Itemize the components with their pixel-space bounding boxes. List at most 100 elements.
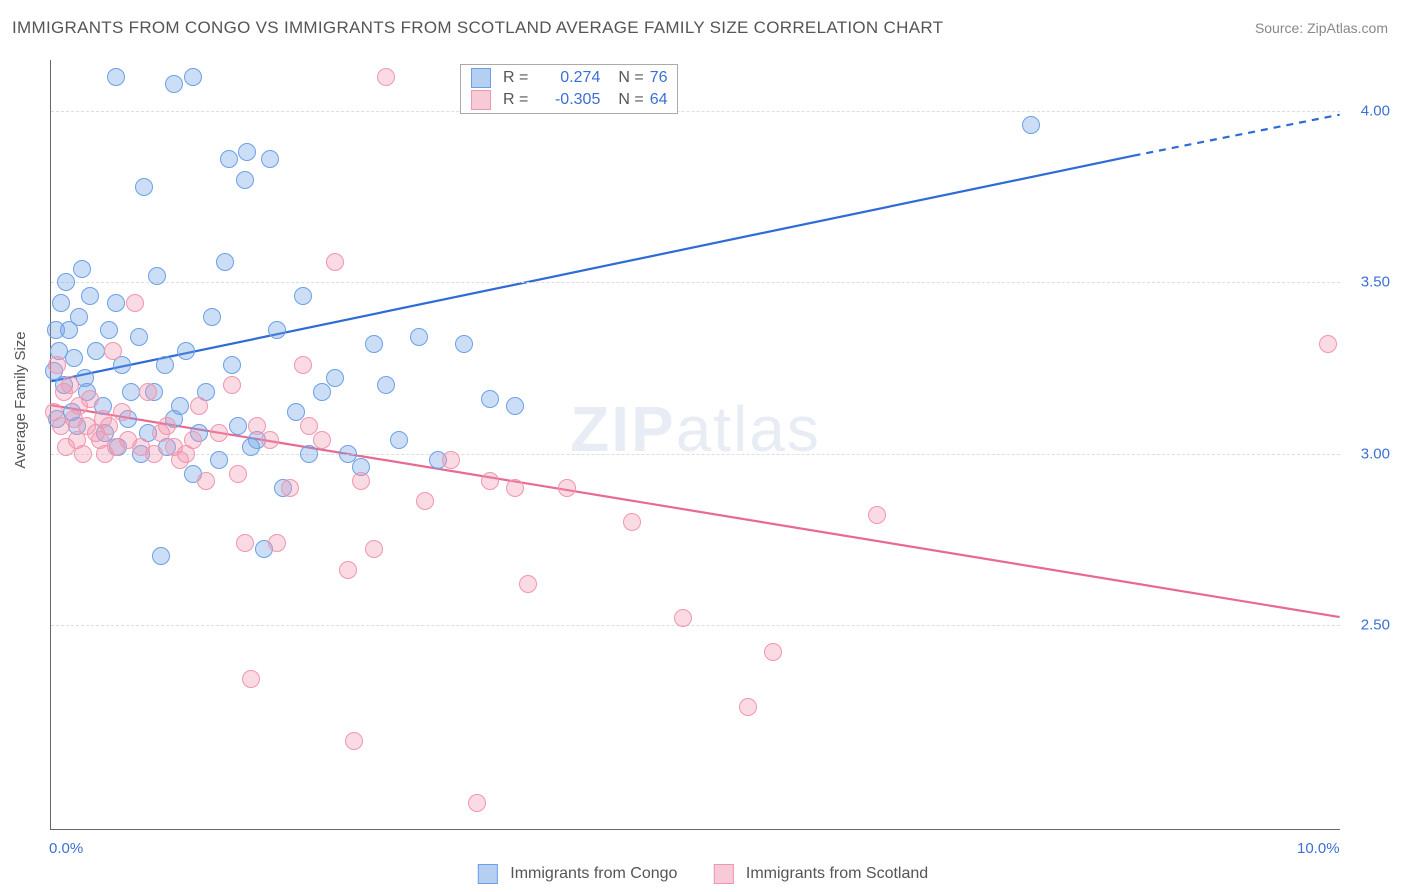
data-point bbox=[281, 479, 299, 497]
data-point bbox=[107, 68, 125, 86]
data-point bbox=[100, 321, 118, 339]
data-point bbox=[390, 431, 408, 449]
bottom-legend: Immigrants from Congo Immigrants from Sc… bbox=[478, 864, 928, 884]
data-point bbox=[1022, 116, 1040, 134]
n-value-congo: 76 bbox=[650, 69, 668, 87]
data-point bbox=[481, 390, 499, 408]
chart-title: IMMIGRANTS FROM CONGO VS IMMIGRANTS FROM… bbox=[12, 18, 943, 38]
data-point bbox=[52, 294, 70, 312]
data-point bbox=[122, 383, 140, 401]
legend-label-congo: Immigrants from Congo bbox=[510, 865, 677, 882]
data-point bbox=[148, 267, 166, 285]
data-point bbox=[65, 349, 83, 367]
data-point bbox=[739, 698, 757, 716]
data-point bbox=[229, 417, 247, 435]
data-point bbox=[261, 431, 279, 449]
data-point bbox=[210, 451, 228, 469]
data-point bbox=[145, 445, 163, 463]
legend-label-scotland: Immigrants from Scotland bbox=[746, 865, 928, 882]
stats-legend: R = 0.274 N = 76 R = -0.305 N = 64 bbox=[460, 64, 678, 114]
data-point bbox=[216, 253, 234, 271]
stats-row-scotland: R = -0.305 N = 64 bbox=[461, 89, 677, 111]
legend-item-scotland: Immigrants from Scotland bbox=[713, 864, 928, 884]
data-point bbox=[126, 294, 144, 312]
data-point bbox=[506, 479, 524, 497]
data-point bbox=[268, 321, 286, 339]
data-point bbox=[100, 417, 118, 435]
data-point bbox=[764, 643, 782, 661]
data-point bbox=[481, 472, 499, 490]
data-point bbox=[87, 342, 105, 360]
data-point bbox=[57, 273, 75, 291]
data-point bbox=[294, 356, 312, 374]
data-point bbox=[1319, 335, 1337, 353]
data-point bbox=[70, 308, 88, 326]
data-point bbox=[326, 369, 344, 387]
data-point bbox=[229, 465, 247, 483]
data-point bbox=[197, 472, 215, 490]
r-label: R = bbox=[503, 91, 528, 109]
data-point bbox=[152, 547, 170, 565]
data-point bbox=[223, 376, 241, 394]
data-point bbox=[107, 294, 125, 312]
swatch-scotland-icon bbox=[471, 90, 491, 110]
y-tick-label: 3.00 bbox=[1346, 445, 1390, 462]
r-value-scotland: -0.305 bbox=[534, 91, 600, 109]
data-point bbox=[442, 451, 460, 469]
plot-area: ZIPatlas 2.503.003.504.000.0%10.0% bbox=[50, 60, 1340, 830]
data-point bbox=[223, 356, 241, 374]
data-point bbox=[135, 178, 153, 196]
data-point bbox=[236, 171, 254, 189]
data-point bbox=[74, 445, 92, 463]
n-value-scotland: 64 bbox=[650, 91, 668, 109]
data-point bbox=[519, 575, 537, 593]
stats-row-congo: R = 0.274 N = 76 bbox=[461, 67, 677, 89]
gridline bbox=[51, 282, 1340, 283]
data-point bbox=[868, 506, 886, 524]
data-point bbox=[242, 670, 260, 688]
y-axis-title: Average Family Size bbox=[12, 331, 29, 468]
data-point bbox=[236, 534, 254, 552]
source-label: Source: ZipAtlas.com bbox=[1255, 20, 1388, 36]
data-point bbox=[313, 383, 331, 401]
data-point bbox=[365, 540, 383, 558]
gridline bbox=[51, 625, 1340, 626]
n-label: N = bbox=[618, 91, 643, 109]
r-label: R = bbox=[503, 69, 528, 87]
data-point bbox=[365, 335, 383, 353]
y-tick-label: 2.50 bbox=[1346, 616, 1390, 633]
data-point bbox=[156, 356, 174, 374]
data-point bbox=[468, 794, 486, 812]
data-point bbox=[352, 472, 370, 490]
data-point bbox=[61, 376, 79, 394]
data-point bbox=[377, 376, 395, 394]
data-point bbox=[268, 534, 286, 552]
data-point bbox=[190, 397, 208, 415]
data-point bbox=[410, 328, 428, 346]
data-point bbox=[184, 68, 202, 86]
data-point bbox=[300, 445, 318, 463]
data-point bbox=[81, 287, 99, 305]
data-point bbox=[203, 308, 221, 326]
data-point bbox=[416, 492, 434, 510]
swatch-congo-icon bbox=[471, 68, 491, 88]
data-point bbox=[113, 403, 131, 421]
data-point bbox=[210, 424, 228, 442]
data-point bbox=[506, 397, 524, 415]
y-tick-label: 4.00 bbox=[1346, 103, 1390, 120]
data-point bbox=[558, 479, 576, 497]
data-point bbox=[177, 342, 195, 360]
r-value-congo: 0.274 bbox=[534, 69, 600, 87]
data-point bbox=[220, 150, 238, 168]
data-point bbox=[81, 390, 99, 408]
data-point bbox=[238, 143, 256, 161]
data-point bbox=[171, 397, 189, 415]
data-point bbox=[73, 260, 91, 278]
gridline bbox=[51, 111, 1340, 112]
y-tick-label: 3.50 bbox=[1346, 274, 1390, 291]
x-tick-label: 0.0% bbox=[49, 840, 83, 857]
data-point bbox=[623, 513, 641, 531]
swatch-scotland-icon bbox=[713, 864, 733, 884]
data-point bbox=[674, 609, 692, 627]
n-label: N = bbox=[618, 69, 643, 87]
